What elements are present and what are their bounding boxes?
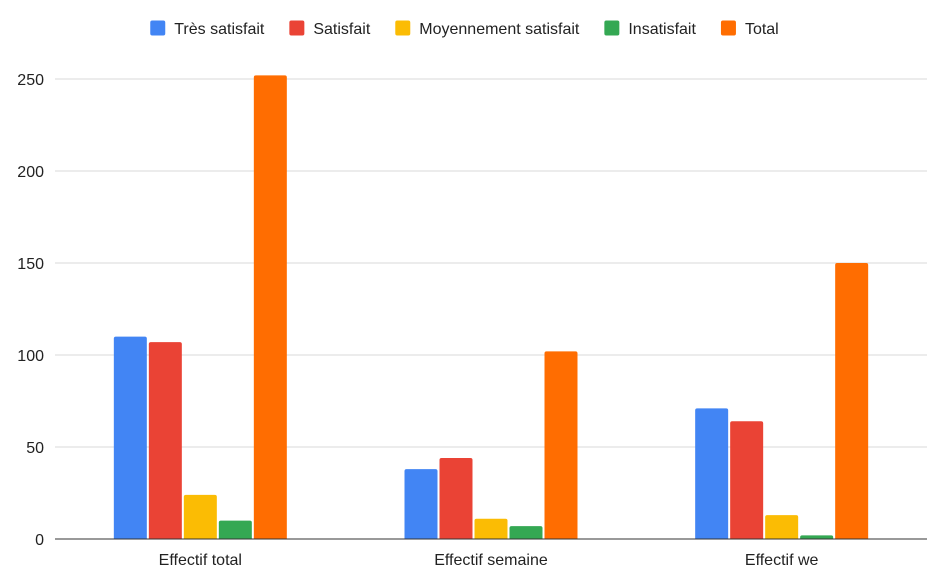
bar xyxy=(183,494,217,539)
bar xyxy=(474,518,508,539)
y-tick-label: 100 xyxy=(17,348,44,365)
y-tick-label: 0 xyxy=(35,532,44,549)
legend-item: Total xyxy=(720,20,779,38)
bar xyxy=(835,263,869,539)
y-tick-label: 200 xyxy=(17,164,44,181)
y-tick-label: 150 xyxy=(17,256,44,273)
bar xyxy=(695,408,729,539)
bar xyxy=(765,515,799,539)
legend-item: Moyennement satisfait xyxy=(395,20,580,38)
legend: Très satisfait Satisfait Moyennement satis… xyxy=(150,20,779,38)
legend-swatch xyxy=(395,20,411,36)
y-tick-label: 50 xyxy=(26,440,44,457)
bar xyxy=(148,342,182,539)
bar xyxy=(113,336,147,539)
x-tick-label: Effectif semaine xyxy=(434,552,548,568)
legend-label: Total xyxy=(745,21,779,38)
gridlines xyxy=(55,78,927,448)
x-axis: Effectif total Effectif semaine Effectif w… xyxy=(55,538,927,568)
legend-item: Très satisfait xyxy=(150,20,265,38)
legend-label: Satisfait xyxy=(313,21,370,38)
y-tick-label: 250 xyxy=(17,72,44,89)
bar xyxy=(439,458,473,539)
x-tick-label: Effectif we xyxy=(745,552,819,568)
legend-item: Insatisfait xyxy=(604,20,696,38)
y-axis-ticks: 0 50 100 150 200 250 xyxy=(17,72,44,549)
bar xyxy=(730,421,764,539)
legend-swatch xyxy=(720,20,736,36)
bar xyxy=(253,75,287,539)
bar xyxy=(509,526,543,539)
bar xyxy=(544,351,578,539)
x-tick-label: Effectif total xyxy=(159,552,242,568)
bar xyxy=(800,535,834,539)
bars xyxy=(113,75,869,539)
bar xyxy=(218,520,252,539)
legend-item: Satisfait xyxy=(289,20,371,38)
legend-label: Très satisfait xyxy=(174,21,265,38)
legend-swatch xyxy=(150,20,166,36)
legend-label: Moyennement satisfait xyxy=(419,21,580,38)
legend-swatch xyxy=(604,20,620,36)
legend-label: Insatisfait xyxy=(628,21,696,38)
bar xyxy=(404,469,438,539)
legend-swatch xyxy=(289,20,305,36)
